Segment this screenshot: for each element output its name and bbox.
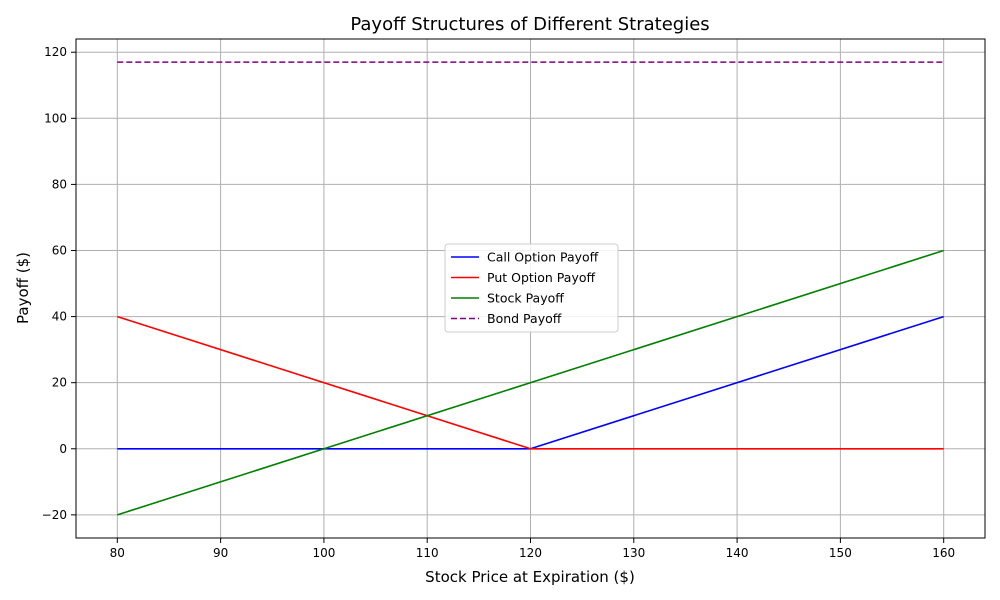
series-line-1 xyxy=(117,315,944,450)
y-tick-label: 60 xyxy=(52,243,67,257)
y-tick-label: 100 xyxy=(44,111,67,125)
legend-label-1: Put Option Payoff xyxy=(487,270,595,285)
x-tick-label: 140 xyxy=(726,546,749,560)
y-axis-ticks: −20 0 20 40 60 80 100 120 xyxy=(42,45,76,522)
legend-label-0: Call Option Payoff xyxy=(487,250,599,265)
x-tick-label: 90 xyxy=(213,546,228,560)
x-tick-label: 100 xyxy=(312,546,335,560)
y-tick-label: 80 xyxy=(52,177,67,191)
y-tick-label: 40 xyxy=(52,310,67,324)
x-tick-label: 130 xyxy=(622,546,645,560)
x-axis-ticks: 80 90 100 110 120 130 140 150 160 xyxy=(110,538,955,560)
legend-label-2: Stock Payoff xyxy=(487,291,564,306)
x-tick-label: 110 xyxy=(416,546,439,560)
x-tick-label: 150 xyxy=(829,546,852,560)
y-axis-label: Payoff ($) xyxy=(14,252,32,324)
series-line-2 xyxy=(117,249,944,516)
legend-box xyxy=(444,243,619,333)
y-tick-label: 20 xyxy=(52,376,67,390)
chart-title: Payoff Structures of Different Strategie… xyxy=(350,14,709,35)
x-tick-label: 80 xyxy=(110,546,125,560)
legend-label-3: Bond Payoff xyxy=(487,311,562,326)
x-axis-label: Stock Price at Expiration ($) xyxy=(425,568,635,586)
x-tick-label: 160 xyxy=(932,546,955,560)
series-lines xyxy=(117,61,944,516)
y-tick-label: −20 xyxy=(42,508,67,522)
x-tick-label: 120 xyxy=(519,546,542,560)
y-tick-label: 0 xyxy=(59,442,67,456)
legend: Call Option Payoff Put Option Payoff Stock… xyxy=(444,243,619,333)
y-tick-label: 120 xyxy=(44,45,67,59)
